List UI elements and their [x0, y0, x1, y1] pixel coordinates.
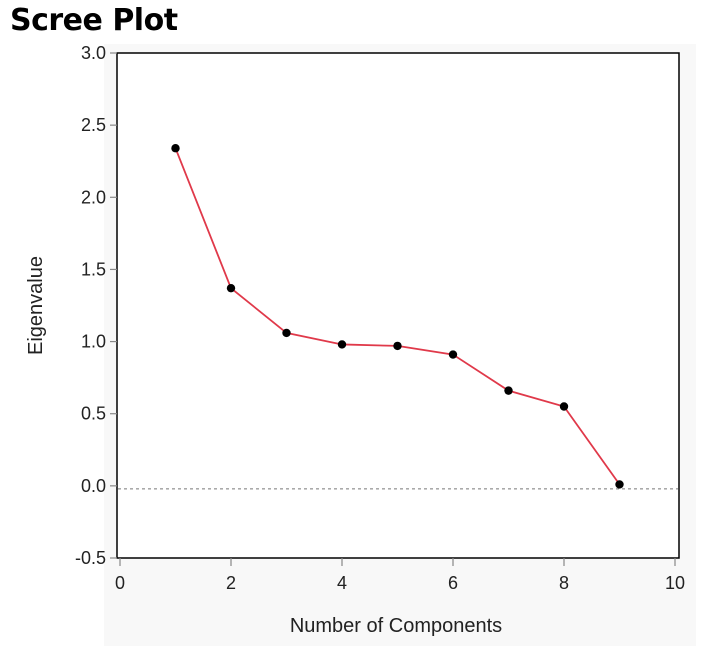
eigenvalue-points — [171, 144, 624, 489]
y-axis-title: Eigenvalue — [25, 256, 47, 355]
x-tick-label: 0 — [115, 573, 125, 593]
x-axis-title: Number of Components — [290, 615, 502, 637]
x-tick-label: 4 — [337, 573, 347, 593]
x-tick-label: 10 — [665, 573, 685, 593]
y-tick-label: 2.0 — [81, 187, 106, 207]
y-tick-label: 0.0 — [81, 476, 106, 496]
data-point — [559, 402, 569, 411]
y-tick-label: 1.5 — [81, 259, 106, 279]
data-point — [448, 350, 458, 359]
y-tick-label: 2.5 — [81, 115, 106, 135]
chart-title: Scree Plot — [10, 3, 178, 38]
data-point — [615, 480, 624, 489]
data-point — [226, 283, 236, 293]
data-point — [171, 144, 180, 153]
data-point — [282, 328, 291, 338]
x-tick-label: 2 — [226, 573, 236, 593]
data-point — [337, 340, 347, 349]
y-tick-label: -0.5 — [75, 548, 106, 568]
x-axis: 0 2 4 6 8 10 — [115, 558, 685, 593]
plot-area — [116, 52, 680, 559]
data-point — [504, 386, 513, 395]
x-tick-label: 6 — [448, 573, 458, 593]
x-tick-label: 8 — [559, 573, 569, 593]
y-tick-label: 3.0 — [81, 43, 106, 63]
y-tick-label: 1.0 — [81, 332, 106, 352]
y-axis: -0.5 0.0 0.5 1.0 1.5 2.0 2.5 3.0 — [75, 43, 117, 568]
data-point — [393, 341, 402, 351]
y-tick-label: 0.5 — [81, 404, 106, 424]
